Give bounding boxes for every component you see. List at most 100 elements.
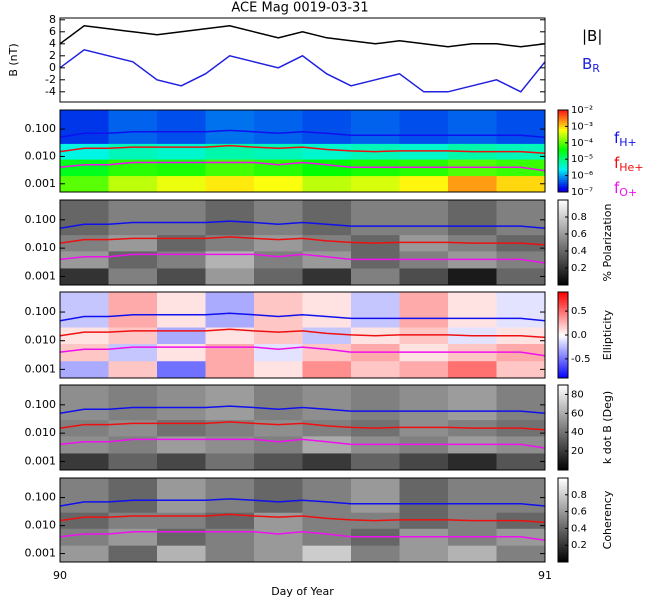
plot-frame bbox=[59, 291, 546, 379]
colorbar-step bbox=[558, 251, 568, 254]
spectrogram-cell bbox=[157, 545, 206, 563]
y-tick-label: 0.001 bbox=[25, 177, 57, 190]
spectrogram-cell bbox=[205, 343, 255, 362]
colorbar-step bbox=[558, 304, 568, 308]
colorbar-tick-label: 10⁻⁷ bbox=[571, 187, 593, 198]
colorbar-step bbox=[558, 478, 568, 481]
colorbar-step bbox=[558, 165, 568, 168]
spectrogram-cell bbox=[351, 292, 400, 328]
colorbar-step bbox=[558, 444, 568, 448]
colorbar-step bbox=[558, 339, 568, 342]
y-tick-label: 8 bbox=[49, 13, 56, 26]
spectrogram-cell bbox=[302, 452, 352, 471]
colorbar-step bbox=[558, 414, 568, 418]
colorbar-step bbox=[558, 503, 568, 506]
colorbar-step bbox=[558, 373, 568, 377]
spectrogram-cell bbox=[254, 200, 303, 236]
spectrogram-cell bbox=[448, 360, 497, 379]
colorbar-step bbox=[558, 448, 568, 452]
series-line bbox=[59, 161, 546, 172]
colorbar-step bbox=[558, 153, 568, 156]
y-tick-label: 0.001 bbox=[25, 547, 57, 560]
colorbar-step bbox=[558, 433, 568, 437]
colorbar-step bbox=[558, 490, 568, 494]
spectrogram-cell bbox=[496, 175, 546, 193]
plot-frame bbox=[59, 17, 546, 103]
colorbar-step bbox=[558, 214, 568, 218]
colorbar-step bbox=[558, 132, 568, 136]
spectrogram-cell bbox=[302, 267, 352, 286]
y-tick-label: -4 bbox=[45, 85, 56, 98]
spectrogram-cell bbox=[108, 545, 158, 563]
spectrogram-cell bbox=[302, 159, 352, 177]
colorbar-step bbox=[558, 547, 568, 550]
y-tick-label: 0.100 bbox=[25, 491, 57, 504]
spectrogram-cell bbox=[157, 143, 206, 160]
colorbar-tick-label: 20 bbox=[571, 446, 584, 457]
colorbar-step bbox=[558, 436, 568, 439]
colorbar-step bbox=[558, 282, 568, 286]
spectrogram-cell bbox=[157, 478, 206, 513]
colorbar-tick-label: 0.4 bbox=[571, 246, 587, 257]
colorbar-step bbox=[558, 221, 568, 224]
colorbar-frame bbox=[557, 477, 569, 563]
colorbar-step bbox=[558, 438, 568, 441]
colorbar-tick-label: 0.8 bbox=[571, 212, 587, 223]
spectrogram-cell bbox=[302, 545, 352, 563]
colorbar-step bbox=[558, 347, 568, 351]
colorbar-tick-label: 0.2 bbox=[571, 263, 587, 274]
spectrogram-cell bbox=[399, 292, 449, 328]
spectrogram-cell bbox=[205, 419, 255, 437]
colorbar-step bbox=[558, 402, 568, 405]
spectrogram-cell bbox=[157, 452, 206, 471]
colorbar-step bbox=[558, 416, 568, 420]
spectrogram-cell bbox=[254, 478, 303, 513]
colorbar-step bbox=[558, 161, 568, 164]
colorbar-step bbox=[558, 515, 568, 519]
spectrogram-cell bbox=[205, 545, 255, 563]
y-tick-label: 0 bbox=[49, 61, 56, 74]
colorbar-step bbox=[558, 294, 568, 297]
spectrogram-cell bbox=[205, 435, 255, 454]
colorbar-tick-label: 60 bbox=[571, 408, 584, 419]
colorbar-step bbox=[558, 509, 568, 513]
colorbar-step bbox=[558, 326, 568, 330]
spectrogram-cell bbox=[157, 234, 206, 252]
colorbar-step bbox=[558, 467, 568, 471]
colorbar-step bbox=[558, 181, 568, 185]
colorbar-step bbox=[558, 116, 568, 119]
panel: 10⁻² 10⁻³ 10⁻⁴ 10⁻⁵ 10⁻⁶ 10⁻⁷ 0.001 0.010 0.100 bbox=[25, 105, 594, 198]
spectrogram-cell bbox=[205, 528, 255, 546]
y-tick-label: 0.010 bbox=[25, 241, 57, 254]
spectrogram-cell bbox=[254, 250, 303, 269]
colorbar-step bbox=[558, 136, 568, 140]
colorbar-label: Coherency bbox=[601, 490, 614, 549]
colorbar-step bbox=[558, 330, 568, 334]
colorbar-step bbox=[558, 298, 568, 302]
x-axis-label: Day of Year bbox=[271, 585, 334, 598]
spectrogram-cell bbox=[399, 385, 449, 421]
plot-frame bbox=[59, 477, 546, 563]
colorbar-tick-label: 0.6 bbox=[571, 507, 587, 518]
spectrogram-cell bbox=[448, 385, 497, 421]
spectrogram-cell bbox=[108, 234, 158, 252]
colorbar-step bbox=[558, 538, 568, 542]
colorbar-step bbox=[558, 315, 568, 319]
colorbar-step bbox=[558, 227, 568, 231]
spectrogram-cell bbox=[302, 360, 352, 379]
colorbar-step bbox=[558, 465, 568, 469]
spectrogram-cell bbox=[60, 545, 109, 563]
spectrogram-cell bbox=[302, 110, 352, 144]
spectrogram-cell bbox=[351, 478, 400, 513]
colorbar-step bbox=[558, 140, 568, 144]
x-tick-label: 91 bbox=[538, 569, 552, 582]
y-tick-label: 0.010 bbox=[25, 334, 57, 347]
colorbar-step bbox=[558, 272, 568, 275]
legend-entry: fHe+ bbox=[614, 154, 644, 175]
colorbar-step bbox=[558, 234, 568, 237]
colorbar-step bbox=[558, 324, 568, 327]
spectrogram-cell bbox=[399, 110, 449, 144]
colorbar-step bbox=[558, 341, 568, 345]
colorbar-step bbox=[558, 337, 568, 340]
spectrogram-cell bbox=[205, 143, 255, 160]
